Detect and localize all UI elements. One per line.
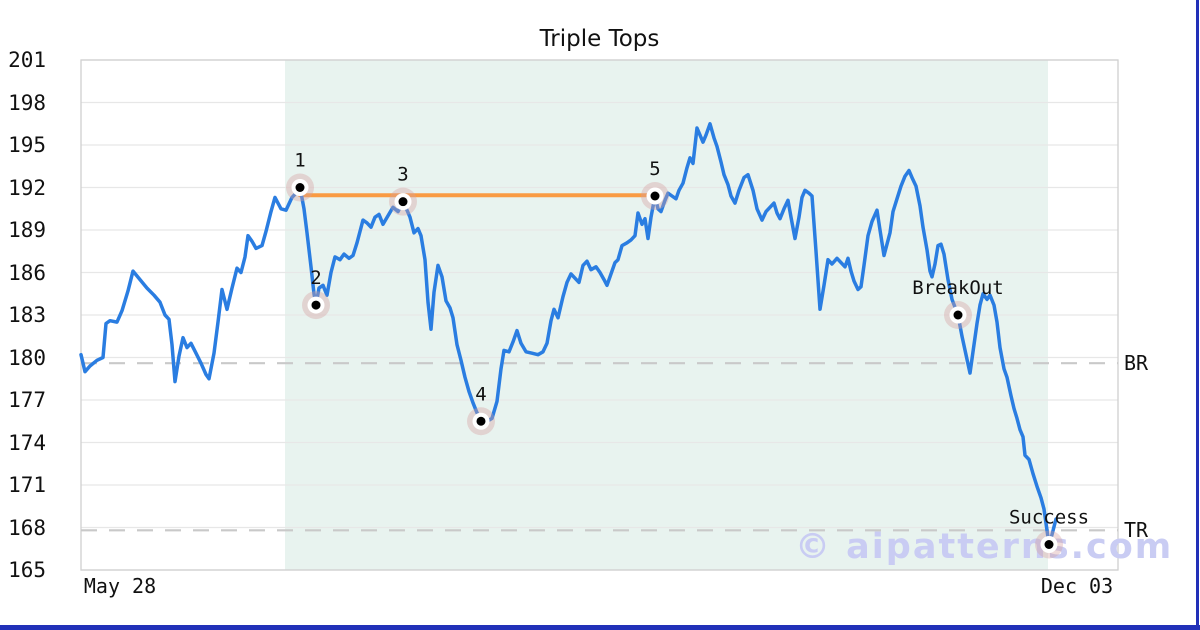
y-tick-label: 201 — [8, 48, 46, 72]
bottom-edge-bar — [0, 625, 1200, 630]
point-label-1: 1 — [294, 150, 305, 172]
plot-border — [80, 59, 1119, 571]
point-label-2: 2 — [310, 267, 321, 289]
x-tick-start-date: May 28 — [83, 574, 157, 598]
point-dot — [953, 310, 963, 320]
right-edge-bar — [1196, 0, 1199, 630]
point-dot — [1044, 540, 1054, 549]
point-dot — [311, 300, 321, 310]
price-line — [79, 122, 1058, 547]
point-dot — [476, 416, 486, 426]
y-tick-label: 189 — [8, 218, 46, 242]
y-tick-label: 165 — [8, 558, 46, 582]
y-tick-label: 186 — [8, 260, 46, 285]
target-level-label: TR — [1124, 518, 1149, 543]
watermark: © aipatterns.com — [795, 527, 1173, 567]
y-tick-label: 174 — [8, 430, 46, 455]
point-label-5: 5 — [649, 158, 660, 180]
point-label-4: 4 — [475, 383, 486, 405]
y-tick-label: 192 — [8, 175, 46, 200]
point-dot — [398, 197, 408, 207]
y-tick-label: 183 — [8, 303, 46, 327]
point-label-3: 3 — [397, 164, 408, 186]
x-tick-end-date: Dec 03 — [1040, 574, 1114, 598]
point-dot — [650, 191, 660, 201]
point-label-breakout: BreakOut — [912, 277, 1004, 299]
chart-title: Triple Tops — [539, 26, 660, 52]
y-tick-label: 171 — [8, 473, 46, 497]
breakout-level-label: BR — [1124, 351, 1149, 376]
y-tick-label: 198 — [8, 90, 46, 115]
point-label-success: Success — [1009, 507, 1089, 529]
y-tick-label: 180 — [8, 345, 46, 370]
y-tick-label: 195 — [8, 133, 46, 157]
y-tick-label: 168 — [8, 515, 46, 540]
y-tick-label: 177 — [8, 388, 46, 412]
point-dot — [295, 183, 305, 192]
